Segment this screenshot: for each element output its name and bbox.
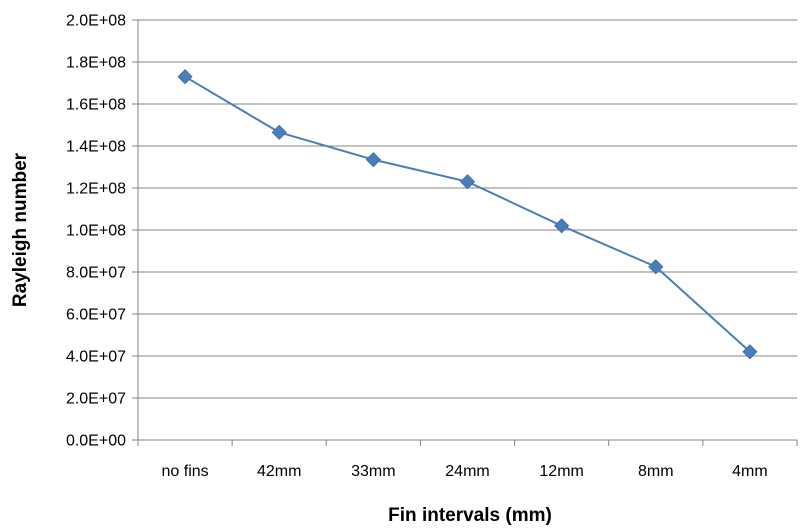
- x-tick-labels: no fins 42mm 33mm 24mm 12mm 8mm 4mm: [162, 463, 768, 480]
- y-axis-title: Rayleigh number: [10, 152, 31, 307]
- series-line: [184, 75, 751, 353]
- y-tick-label: 1.2E+08: [66, 181, 126, 198]
- data-point-marker: [459, 174, 476, 190]
- y-tick-label: 1.0E+08: [66, 223, 126, 240]
- y-tick-label: 1.4E+08: [66, 139, 126, 156]
- data-point-marker: [365, 152, 381, 168]
- data-point-marker: [648, 259, 664, 275]
- y-tick-label: 1.6E+08: [66, 97, 126, 114]
- y-tick-label: 4.0E+07: [66, 349, 126, 366]
- y-tick-label: 2.0E+08: [66, 13, 126, 30]
- y-tick-label: 2.0E+07: [66, 391, 126, 408]
- x-axis-title: Fin intervals (mm): [388, 505, 552, 526]
- axes: [132, 19, 798, 446]
- x-tick-label: no fins: [162, 463, 209, 480]
- series: [177, 69, 758, 360]
- x-tick-label: 12mm: [539, 463, 583, 480]
- x-tick-label: 4mm: [732, 463, 768, 480]
- x-tick-label: 42mm: [257, 463, 301, 480]
- data-point-marker: [271, 124, 287, 140]
- y-tick-label: 1.8E+08: [66, 55, 126, 72]
- data-point-marker: [554, 218, 570, 234]
- y-tick-label: 0.0E+00: [66, 433, 126, 450]
- y-tick-label: 6.0E+07: [66, 307, 126, 324]
- x-tick-label: 8mm: [638, 463, 674, 480]
- y-tick-label: 8.0E+07: [66, 265, 126, 282]
- data-point-marker: [177, 69, 193, 85]
- y-tick-labels: 0.0E+00 2.0E+07 4.0E+07 6.0E+07 8.0E+07 1.0E+…: [66, 13, 126, 450]
- x-tick-label: 24mm: [445, 463, 489, 480]
- data-point-marker: [742, 344, 758, 360]
- gridlines: [138, 19, 797, 399]
- x-tick-label: 33mm: [351, 463, 395, 480]
